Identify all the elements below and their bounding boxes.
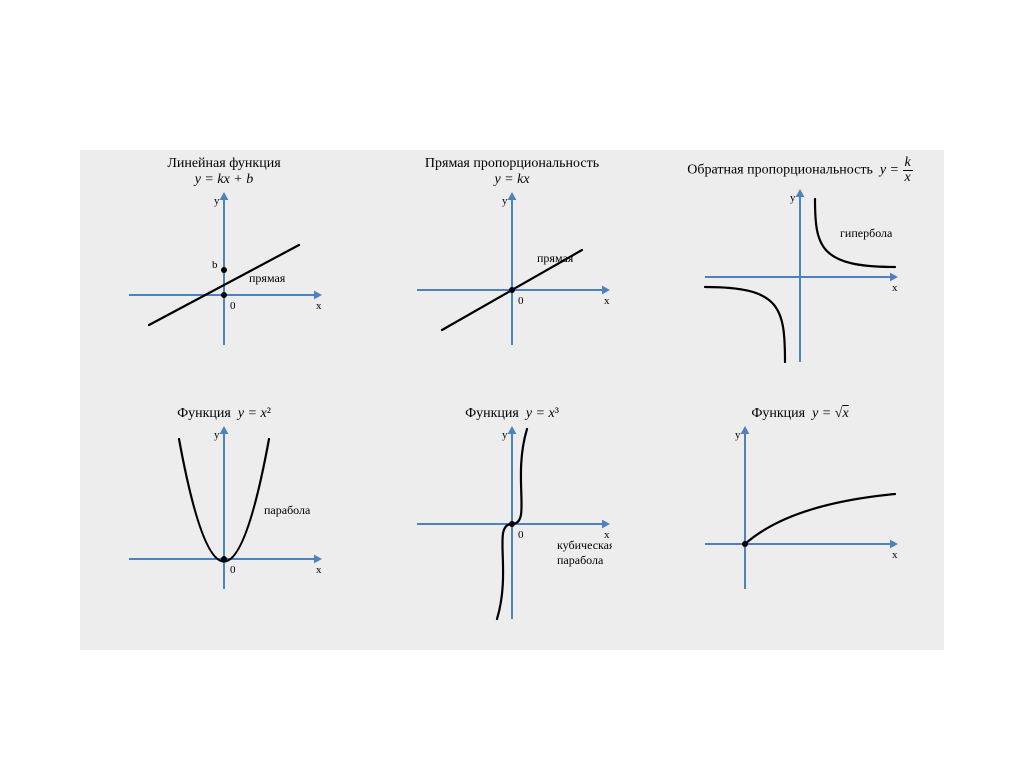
svg-text:прямая: прямая <box>249 271 286 285</box>
svg-text:b: b <box>212 259 218 271</box>
svg-text:x: x <box>316 300 322 312</box>
graph-axes: xy0кубическаяпарабола <box>368 424 656 624</box>
graph-inverse: Обратная пропорциональность y = kx x y гипе… <box>656 150 944 400</box>
svg-text:x: x <box>892 549 898 561</box>
svg-text:y: y <box>502 195 508 207</box>
graph-title: Функция y = x³ <box>368 400 656 422</box>
svg-text:y: y <box>214 195 220 207</box>
graph-title: Обратная пропорциональность y = kx <box>656 150 944 185</box>
svg-text:y: y <box>790 192 796 204</box>
svg-text:x: x <box>316 564 322 576</box>
svg-text:кубическая: кубическая <box>557 538 612 552</box>
svg-text:y: y <box>214 429 220 441</box>
graph-grid: Линейная функцияy = kx + bxy0bпрямаяПрям… <box>80 150 944 650</box>
svg-text:0: 0 <box>518 295 524 307</box>
svg-text:гипербола: гипербола <box>840 226 893 240</box>
svg-text:0: 0 <box>230 564 236 576</box>
graph-axes: x y 0 b прямая <box>80 190 368 350</box>
graph-sqrt: Функция y = √xxy <box>656 400 944 650</box>
svg-text:x: x <box>892 282 898 294</box>
graph-square: Функция y = x² x y 0 парабола <box>80 400 368 650</box>
graph-title: Прямая пропорциональностьy = kx <box>368 150 656 188</box>
svg-text:прямая: прямая <box>537 251 574 265</box>
graph-linear: Линейная функцияy = kx + b x y 0 b прямая <box>80 150 368 400</box>
graph-axes: x y 0 прямая <box>368 190 656 350</box>
svg-text:парабола: парабола <box>557 553 604 567</box>
svg-text:y: y <box>735 429 741 441</box>
graph-axes: xy <box>656 424 944 594</box>
svg-text:парабола: парабола <box>264 503 311 517</box>
graph-cubic: Функция y = x³xy0кубическаяпарабола <box>368 400 656 650</box>
graph-title: Функция y = x² <box>80 400 368 422</box>
function-graphs-panel: Линейная функцияy = kx + bxy0bпрямаяПрям… <box>80 150 944 650</box>
graph-title: Функция y = √x <box>656 400 944 422</box>
svg-text:y: y <box>502 429 508 441</box>
graph-axes: x y 0 парабола <box>80 424 368 594</box>
svg-text:0: 0 <box>518 529 524 541</box>
graph-title: Линейная функцияy = kx + b <box>80 150 368 188</box>
graph-axes: x y гипербола <box>656 187 944 367</box>
svg-text:x: x <box>604 295 610 307</box>
graph-direct: Прямая пропорциональностьy = kx x y 0 прямая <box>368 150 656 400</box>
svg-text:0: 0 <box>230 300 236 312</box>
